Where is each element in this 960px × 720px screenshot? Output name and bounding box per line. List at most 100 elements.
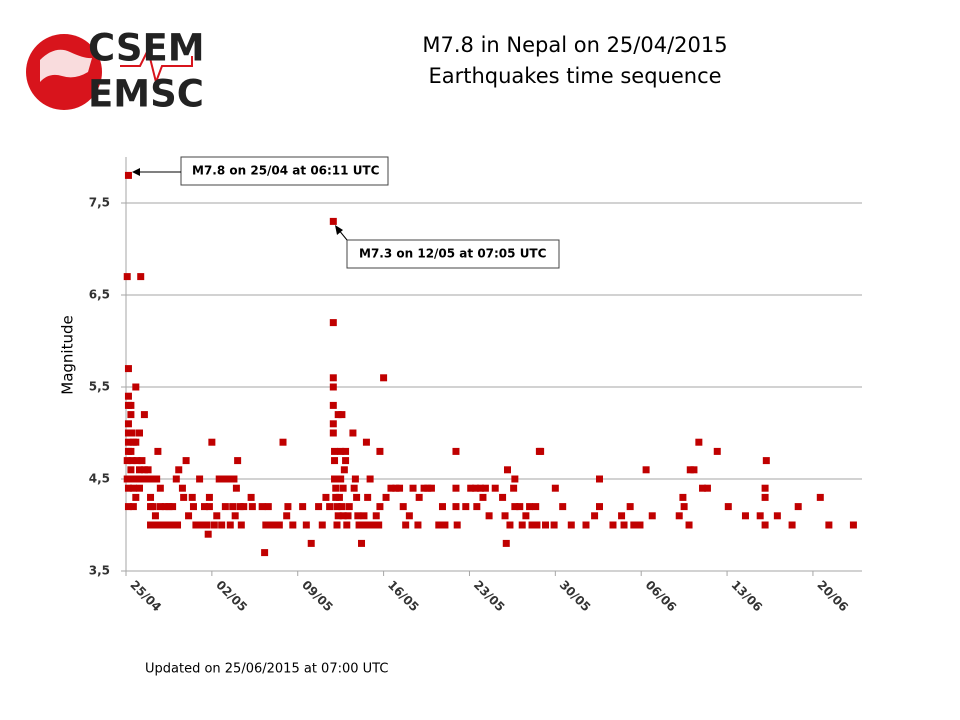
point [234, 457, 242, 465]
point [741, 512, 749, 520]
point [140, 411, 148, 419]
point [337, 475, 345, 483]
point [127, 447, 135, 455]
annotation-text: M7.8 on 25/04 at 06:11 UTC [192, 164, 380, 178]
y-tick-label: 5,5 [89, 380, 110, 394]
point [229, 503, 237, 511]
point [127, 401, 135, 409]
x-tick-label: 25/04 [127, 578, 164, 615]
point [135, 429, 143, 437]
point [124, 438, 132, 446]
point [761, 521, 769, 529]
point [231, 512, 239, 520]
point [124, 420, 132, 428]
point [502, 539, 510, 547]
point [128, 429, 136, 437]
point [127, 466, 135, 474]
point [761, 484, 769, 492]
point [526, 503, 534, 511]
point [329, 401, 337, 409]
point [182, 457, 190, 465]
point [123, 475, 131, 483]
point [158, 521, 166, 529]
annotation: M7.8 on 25/04 at 06:11 UTC [132, 156, 389, 186]
point [761, 493, 769, 501]
point [123, 457, 131, 465]
point [338, 503, 346, 511]
point [499, 493, 507, 501]
point [236, 503, 244, 511]
point [156, 484, 164, 492]
point [205, 493, 213, 501]
point [794, 503, 802, 511]
point [559, 503, 567, 511]
point [636, 521, 644, 529]
point [124, 171, 132, 179]
point [279, 438, 287, 446]
point [375, 521, 383, 529]
point [315, 503, 323, 511]
point [333, 521, 341, 529]
point [532, 503, 540, 511]
point [132, 438, 140, 446]
point [685, 521, 693, 529]
point [501, 512, 509, 520]
point [201, 503, 209, 511]
point [331, 457, 339, 465]
x-tick-label: 02/05 [213, 578, 250, 615]
point [591, 512, 599, 520]
point [427, 484, 435, 492]
point [329, 217, 337, 225]
point [364, 493, 372, 501]
point [648, 512, 656, 520]
point [335, 493, 343, 501]
point [339, 484, 347, 492]
chart-subtitle: Earthquakes time sequence [428, 64, 721, 88]
point [267, 521, 275, 529]
point [197, 521, 205, 529]
point [675, 512, 683, 520]
x-tick-label: 06/06 [643, 578, 680, 615]
point [366, 475, 374, 483]
point [129, 475, 137, 483]
point [409, 484, 417, 492]
point [161, 503, 169, 511]
point [329, 383, 337, 391]
point [441, 521, 449, 529]
point [338, 411, 346, 419]
point [124, 484, 132, 492]
point [713, 447, 721, 455]
point [467, 484, 475, 492]
point [438, 503, 446, 511]
point [699, 484, 707, 492]
annotation-box [180, 156, 389, 186]
point [360, 512, 368, 520]
point [135, 484, 143, 492]
point [342, 447, 350, 455]
point [642, 466, 650, 474]
point [147, 475, 155, 483]
point [620, 521, 628, 529]
point [355, 521, 363, 529]
point [204, 530, 212, 538]
point [170, 521, 178, 529]
point [370, 521, 378, 529]
point [178, 484, 186, 492]
point [154, 447, 162, 455]
point [511, 475, 519, 483]
point [491, 484, 499, 492]
point [326, 503, 334, 511]
point [156, 503, 164, 511]
point [387, 484, 395, 492]
point [342, 457, 350, 465]
point [237, 521, 245, 529]
chart-title: M7.8 in Nepal on 25/04/2015 [422, 33, 727, 57]
point [414, 521, 422, 529]
point [349, 429, 357, 437]
annotation-box [346, 239, 560, 269]
point [174, 521, 182, 529]
point [405, 512, 413, 520]
point [360, 521, 368, 529]
x-tick-label: 30/05 [557, 578, 594, 615]
point [452, 484, 460, 492]
